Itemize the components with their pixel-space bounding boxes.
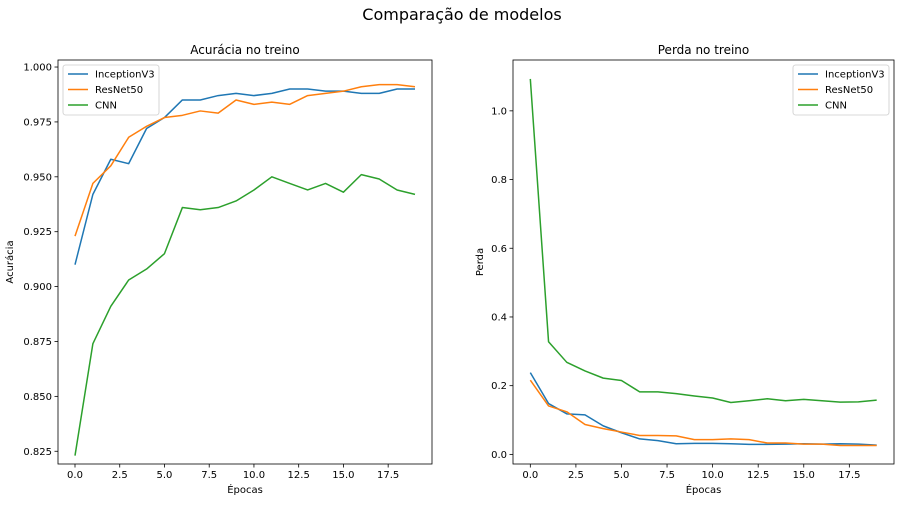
y-tick-label: 0.825: [23, 447, 52, 458]
x-tick-label: 7.5: [659, 470, 675, 481]
y-tick-label: 0.975: [23, 117, 52, 128]
y-tick-label: 0.4: [491, 312, 507, 323]
legend-box: [62, 64, 160, 116]
legend-label: ResNet50: [825, 85, 873, 96]
y-tick-label: 0.0: [491, 450, 507, 461]
y-tick-label: 1.000: [23, 63, 52, 74]
legend-label: CNN: [825, 101, 847, 112]
y-tick-label: 0.850: [23, 392, 52, 403]
series-line-resnet50: [529, 379, 877, 447]
x-tick-label: 5.0: [157, 470, 173, 481]
legend-label: InceptionV3: [825, 70, 885, 81]
x-tick-label: 12.5: [747, 470, 769, 481]
axes-frame: [512, 59, 895, 465]
x-tick-label: 2.5: [112, 470, 128, 481]
y-tick-label: 0.8: [491, 175, 507, 186]
x-tick-label: 2.5: [568, 470, 584, 481]
y-tick-label: 0.6: [491, 244, 507, 255]
x-tick-label: 7.5: [201, 470, 217, 481]
x-tick-label: 0.0: [67, 470, 83, 481]
legend-box: [792, 64, 890, 116]
chart-title: Perda no treino: [658, 43, 750, 57]
x-tick-label: 0.0: [522, 470, 538, 481]
x-tick-label: 15.0: [793, 470, 815, 481]
y-axis-label: Acurácia: [4, 240, 16, 283]
legend: InceptionV3 ResNet50 CNN: [62, 64, 160, 116]
x-tick-label: 15.0: [332, 470, 354, 481]
x-axis-label: Épocas: [686, 483, 722, 496]
y-tick-label: 0.2: [491, 381, 507, 392]
y-tick-label: 0.875: [23, 337, 52, 348]
figure-title: Comparação de modelos: [362, 5, 561, 24]
y-tick-label: 1.0: [491, 106, 507, 117]
x-tick-label: 17.5: [377, 470, 399, 481]
series-line-inceptionv3: [74, 88, 415, 265]
chart-accuracy: Acurácia no treino 0.0 2.5 5.0 7.5 10.0 12.5 15…: [4, 43, 433, 496]
x-tick-label: 17.5: [838, 470, 860, 481]
x-tick-label: 12.5: [288, 470, 310, 481]
axes-frame: [57, 59, 433, 465]
legend-label: ResNet50: [95, 85, 143, 96]
chart-loss: Perda no treino 0.0 2.5 5.0 7.5 10.0 12.5 15.0 1…: [475, 43, 895, 496]
legend: InceptionV3 ResNet50 CNN: [792, 64, 890, 116]
y-axis-label: Perda: [475, 248, 486, 276]
x-axis-label: Épocas: [227, 483, 263, 496]
x-tick-label: 10.0: [243, 470, 265, 481]
series-line-cnn: [74, 173, 416, 456]
x-tick-label: 10.0: [701, 470, 723, 481]
legend-label: InceptionV3: [95, 70, 155, 81]
legend-label: CNN: [95, 101, 117, 112]
y-tick-label: 0.925: [23, 227, 52, 238]
x-tick-label: 5.0: [614, 470, 630, 481]
series-line-resnet50: [74, 83, 416, 237]
y-tick-label: 0.950: [23, 172, 52, 183]
y-tick-label: 0.900: [23, 282, 52, 293]
chart-title: Acurácia no treino: [190, 43, 299, 57]
series-line-cnn: [529, 78, 877, 404]
